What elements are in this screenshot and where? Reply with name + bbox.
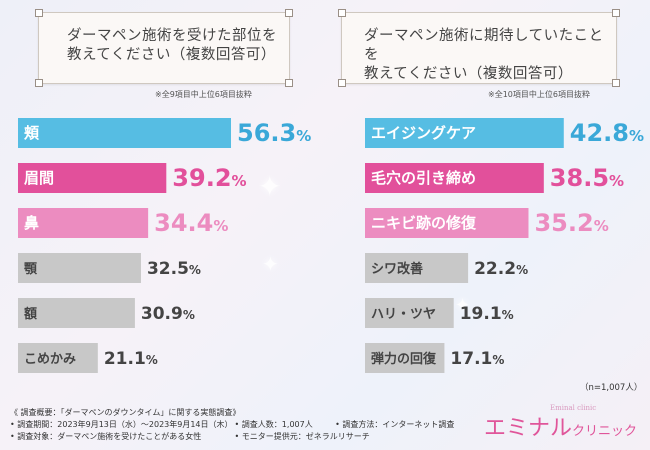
value-label: 34.4% <box>154 209 228 237</box>
category-label: シワ改善 <box>371 261 423 277</box>
left-note: ※全9項目中上位6項目抜粋 <box>155 90 252 99</box>
category-label: 弾力の回復 <box>371 351 437 367</box>
sparkle-decoration: ✦ <box>258 170 282 203</box>
sample-size: （n=1,007人） <box>580 383 643 393</box>
corner-ornament <box>285 79 293 87</box>
bar-5 <box>365 298 454 328</box>
sparkle-decoration: ✦ <box>455 295 471 316</box>
bar-3 <box>18 208 149 238</box>
category-label: こめかみ <box>24 352 76 367</box>
logo-small-text: Eminal clinic <box>550 404 597 412</box>
survey-overview: 《 調査概要：「ダーマペンのダウンタイム」に関する実態調査》 • 調査期間：20… <box>10 407 454 443</box>
corner-ornament <box>338 79 346 87</box>
right-bar-chart: エイジングケア 42.8% 毛穴の引き締め 38.5% ニキビ跡の修復 35.2% シワ改善… <box>365 118 644 373</box>
value-label: 42.8% <box>570 119 644 147</box>
value-label: 22.2% <box>474 259 528 279</box>
bar-4 <box>365 253 469 283</box>
survey-method: • 調査方法：インターネット調査 <box>335 420 455 429</box>
survey-people: • 調査人数：1,007人 <box>234 420 313 429</box>
bar-6 <box>365 343 445 373</box>
right-title-box: ダーマペン施術に期待していたことを 教えてください（複数回答可） <box>338 9 620 87</box>
corner-ornament <box>612 9 620 17</box>
bar-5 <box>18 298 135 328</box>
bar-6 <box>18 343 98 373</box>
value-label: 38.5% <box>550 164 624 192</box>
corner-ornament <box>35 79 43 87</box>
bar-2 <box>365 163 544 193</box>
left-bar-chart: 頬 56.3% 眉間 39.2% 鼻 34.4% 顎 32.5% 額 30.9% こめかみ 21.1% <box>18 118 311 373</box>
bar-2 <box>18 163 167 193</box>
category-label: 毛穴の引き締め <box>371 169 476 187</box>
value-label: 17.1% <box>450 349 504 369</box>
value-label: 32.5% <box>147 259 201 279</box>
value-label: 39.2% <box>172 164 246 192</box>
right-chart-title: ダーマペン施術に期待していたことを 教えてください（複数回答可） <box>364 28 604 82</box>
category-label: 額 <box>23 306 37 322</box>
left-chart-title: ダーマペン施術を受けた部位を 教えてください（複数回答可） <box>67 28 277 63</box>
value-label: 30.9% <box>141 304 195 324</box>
survey-target: • 調査対象：ダーマペン施術を受けたことがある女性 <box>10 432 202 441</box>
bar-1 <box>18 118 232 148</box>
survey-period: • 調査期間：2023年9月13日（水）〜2023年9月14日（木） <box>10 420 233 429</box>
survey-provider: • モニター提供元：ゼネラルリサーチ <box>234 432 370 441</box>
bar-3 <box>365 208 529 238</box>
logo-main-text: エミナル <box>484 416 573 441</box>
value-label: 19.1% <box>460 304 514 324</box>
value-label: 56.3% <box>237 119 311 147</box>
logo-sub-text: クリニック <box>572 424 638 439</box>
value-label: 21.1% <box>104 349 158 369</box>
category-label: 鼻 <box>24 214 39 232</box>
bar-1 <box>365 118 564 148</box>
corner-ornament <box>612 79 620 87</box>
survey-heading: 《 調査概要：「ダーマペンのダウンタイム」に関する実態調査》 <box>10 408 241 417</box>
category-label: ハリ・ツヤ <box>371 307 436 322</box>
category-label: 頬 <box>24 124 40 142</box>
eminal-clinic-logo: Eminal clinic エミナルクリニック <box>484 404 638 442</box>
bar-4 <box>18 253 141 283</box>
corner-ornament <box>285 9 293 17</box>
left-title-box: ダーマペン施術を受けた部位を 教えてください（複数回答可） <box>35 9 293 87</box>
value-label: 35.2% <box>534 209 608 237</box>
corner-ornament <box>338 9 346 17</box>
category-label: エイジングケア <box>371 124 476 142</box>
sparkle-decoration: ✦ <box>262 252 279 276</box>
category-label: 眉間 <box>24 169 54 187</box>
right-note: ※全10項目中上位6項目抜粋 <box>488 90 590 99</box>
category-label: ニキビ跡の修復 <box>371 214 477 232</box>
category-label: 顎 <box>24 262 38 277</box>
corner-ornament <box>35 9 43 17</box>
